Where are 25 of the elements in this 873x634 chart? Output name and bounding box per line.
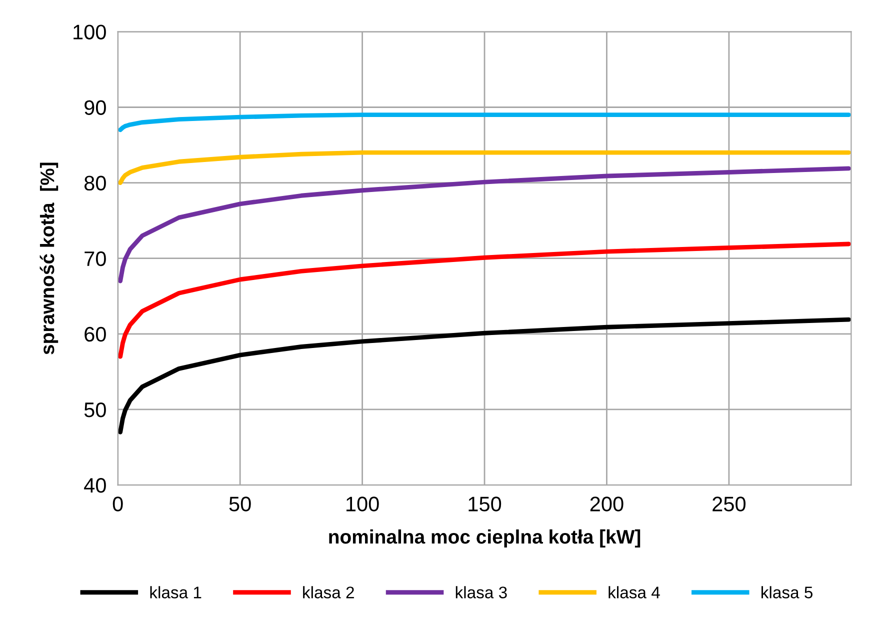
line-series [118, 112, 851, 132]
y-tick-label: 100 [74, 24, 106, 40]
legend-label: klasa 5 [762, 586, 812, 598]
x-tick-label: 100 [346, 496, 379, 512]
x-tick-label: 150 [468, 496, 502, 512]
line-series [118, 150, 851, 186]
legend-label: klasa 2 [303, 586, 354, 598]
x-tick-label: 250 [712, 496, 746, 512]
y-tick-label: 70 [84, 251, 106, 266]
x-tick-label: 50 [229, 496, 251, 512]
x-axis-title: nominalna moc cieplna kotła [kW] [329, 529, 640, 548]
y-tick-label: 60 [84, 326, 106, 342]
legend-label: klasa 3 [456, 586, 507, 598]
line-series [118, 242, 851, 359]
y-tick-label: 90 [84, 100, 106, 116]
y-tick-label: 80 [84, 176, 106, 191]
legend-label: klasa 1 [150, 586, 202, 598]
x-tick-label: 0 [112, 496, 123, 512]
legend-label: klasa 4 [608, 586, 660, 598]
y-tick-label: 50 [84, 402, 106, 418]
x-tick-label: 200 [590, 496, 624, 512]
line-series [118, 166, 851, 284]
y-tick-label: 40 [84, 478, 106, 493]
y-axis-title: sprawność kotła [%] [40, 162, 58, 354]
line-series [118, 317, 851, 434]
